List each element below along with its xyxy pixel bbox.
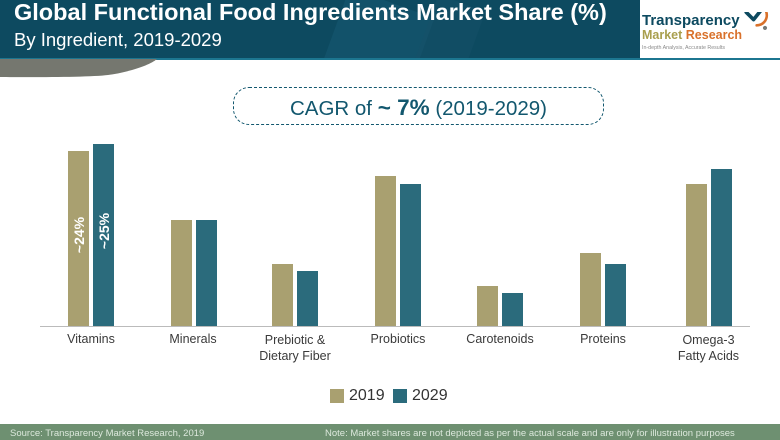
svg-text:Transparency: Transparency [642, 12, 740, 29]
svg-text:In-depth Analysis, Accurate Re: In-depth Analysis, Accurate Results [642, 45, 725, 51]
svg-text:Market Research: Market Research [642, 28, 742, 42]
